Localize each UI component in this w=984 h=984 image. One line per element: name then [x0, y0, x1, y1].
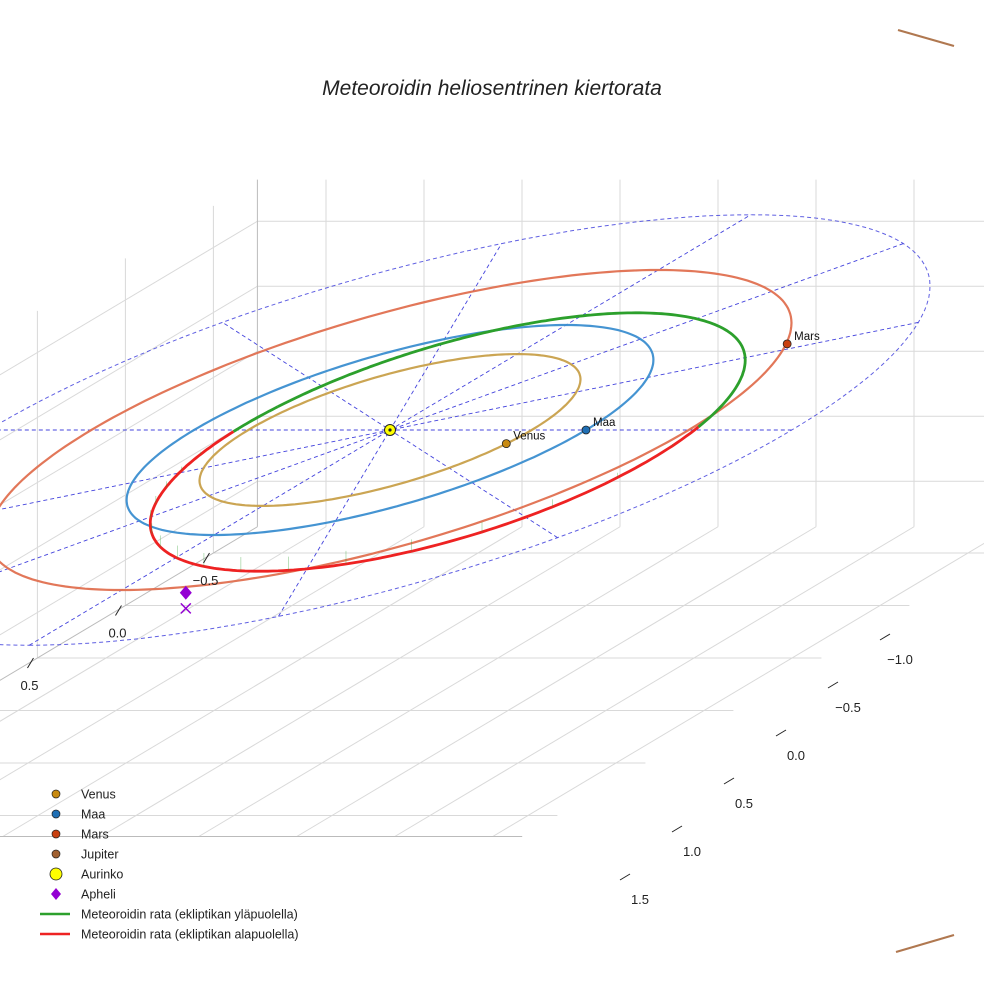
reference-lines — [0, 214, 931, 646]
grid-line — [492, 542, 984, 837]
legend: Venus Maa Mars Jupiter Aurinko Apheli Meteoroi… — [40, 788, 298, 942]
orbits — [0, 28, 955, 954]
x-tick-label: 0.5 — [20, 678, 38, 693]
legend-label: Apheli — [81, 888, 116, 902]
axis-ticks: −1.0−0.50.00.51.0−0.50.00.51.01.52.0−1.0… — [20, 552, 913, 907]
venus-label: Venus — [513, 431, 545, 443]
y-tick-mark — [827, 681, 839, 689]
legend-item: Meteoroidin rata (ekliptikan alapuolella… — [40, 928, 298, 942]
grid-line — [0, 480, 258, 636]
y-tick-mark — [775, 729, 787, 737]
y-tick-mark — [671, 825, 683, 833]
legend-sun — [49, 867, 63, 881]
meteoroid-orbit-above — [232, 405, 279, 433]
legend-label: Maa — [81, 808, 105, 822]
sun-center-dot — [388, 428, 392, 432]
grid-line — [296, 526, 817, 837]
legend-item: Meteoroidin rata (ekliptikan yläpuolella… — [40, 908, 298, 922]
legend-item: Venus — [51, 788, 116, 802]
legend-label: Meteoroidin rata (ekliptikan alapuolella… — [81, 928, 298, 942]
grid-line — [0, 285, 258, 441]
orbit-mars — [0, 268, 793, 592]
markers: Venus Maa Mars — [179, 331, 820, 614]
y-tick-label: 0.5 — [735, 796, 753, 811]
x-tick-mark — [115, 605, 122, 616]
maa-label: Maa — [593, 417, 616, 429]
meteoroid-orbit-above — [277, 311, 747, 428]
aphelion-marker — [179, 585, 192, 600]
y-tick-mark — [619, 873, 631, 881]
venus-marker — [501, 439, 511, 449]
x-tick-mark — [27, 657, 34, 669]
legend-label: Aurinko — [81, 868, 123, 882]
y-tick-label: 1.0 — [683, 844, 701, 859]
legend-item: Mars — [51, 828, 109, 842]
y-tick-label: 1.5 — [631, 892, 649, 907]
orbit-jupiter-arc — [895, 933, 955, 954]
grid-line — [0, 526, 425, 781]
x-tick-label: −0.5 — [193, 573, 219, 588]
x-tick-label: 0.0 — [108, 626, 126, 641]
orbit-maa — [125, 323, 655, 537]
y-tick-label: 0.0 — [787, 748, 805, 763]
maa-marker — [581, 425, 591, 435]
legend-item: Aurinko — [49, 867, 123, 882]
grid-line — [198, 526, 719, 837]
grid-line — [2, 526, 523, 837]
legend-diamond — [51, 888, 61, 900]
mars-marker — [782, 339, 792, 349]
grid-line — [0, 526, 327, 722]
y-tick-label: −0.5 — [835, 700, 861, 715]
legend-label: Meteoroidin rata (ekliptikan yläpuolella… — [81, 908, 298, 922]
ecliptic-circle — [0, 214, 931, 646]
legend-dot — [51, 829, 61, 839]
y-tick-mark — [723, 777, 735, 785]
legend-dot — [51, 809, 61, 819]
grid-line — [0, 350, 258, 506]
orbit-jupiter-arc — [897, 28, 955, 48]
legend-label: Venus — [81, 788, 116, 802]
grid-line — [394, 526, 915, 837]
grid-line — [0, 220, 258, 376]
aphelion-projection-marker — [180, 602, 192, 614]
grid — [0, 179, 984, 837]
axis-edge — [0, 526, 258, 681]
legend-dot — [51, 849, 61, 859]
grid-line — [0, 415, 258, 571]
legend-item: Jupiter — [51, 848, 119, 862]
legend-dot — [51, 789, 61, 799]
legend-item: Apheli — [51, 888, 116, 902]
chart-title: Meteoroidin heliosentrinen kiertorata — [322, 77, 662, 100]
meteoroid-orbit-below — [148, 425, 700, 573]
grid-line — [100, 526, 621, 837]
orbit-venus — [198, 353, 582, 507]
y-tick-label: −1.0 — [887, 652, 913, 667]
mars-label: Mars — [794, 331, 820, 343]
legend-label: Mars — [81, 828, 109, 842]
legend-label: Jupiter — [81, 848, 119, 862]
legend-item: Maa — [51, 808, 105, 822]
y-tick-mark — [879, 633, 891, 641]
x-tick-mark — [203, 552, 210, 564]
